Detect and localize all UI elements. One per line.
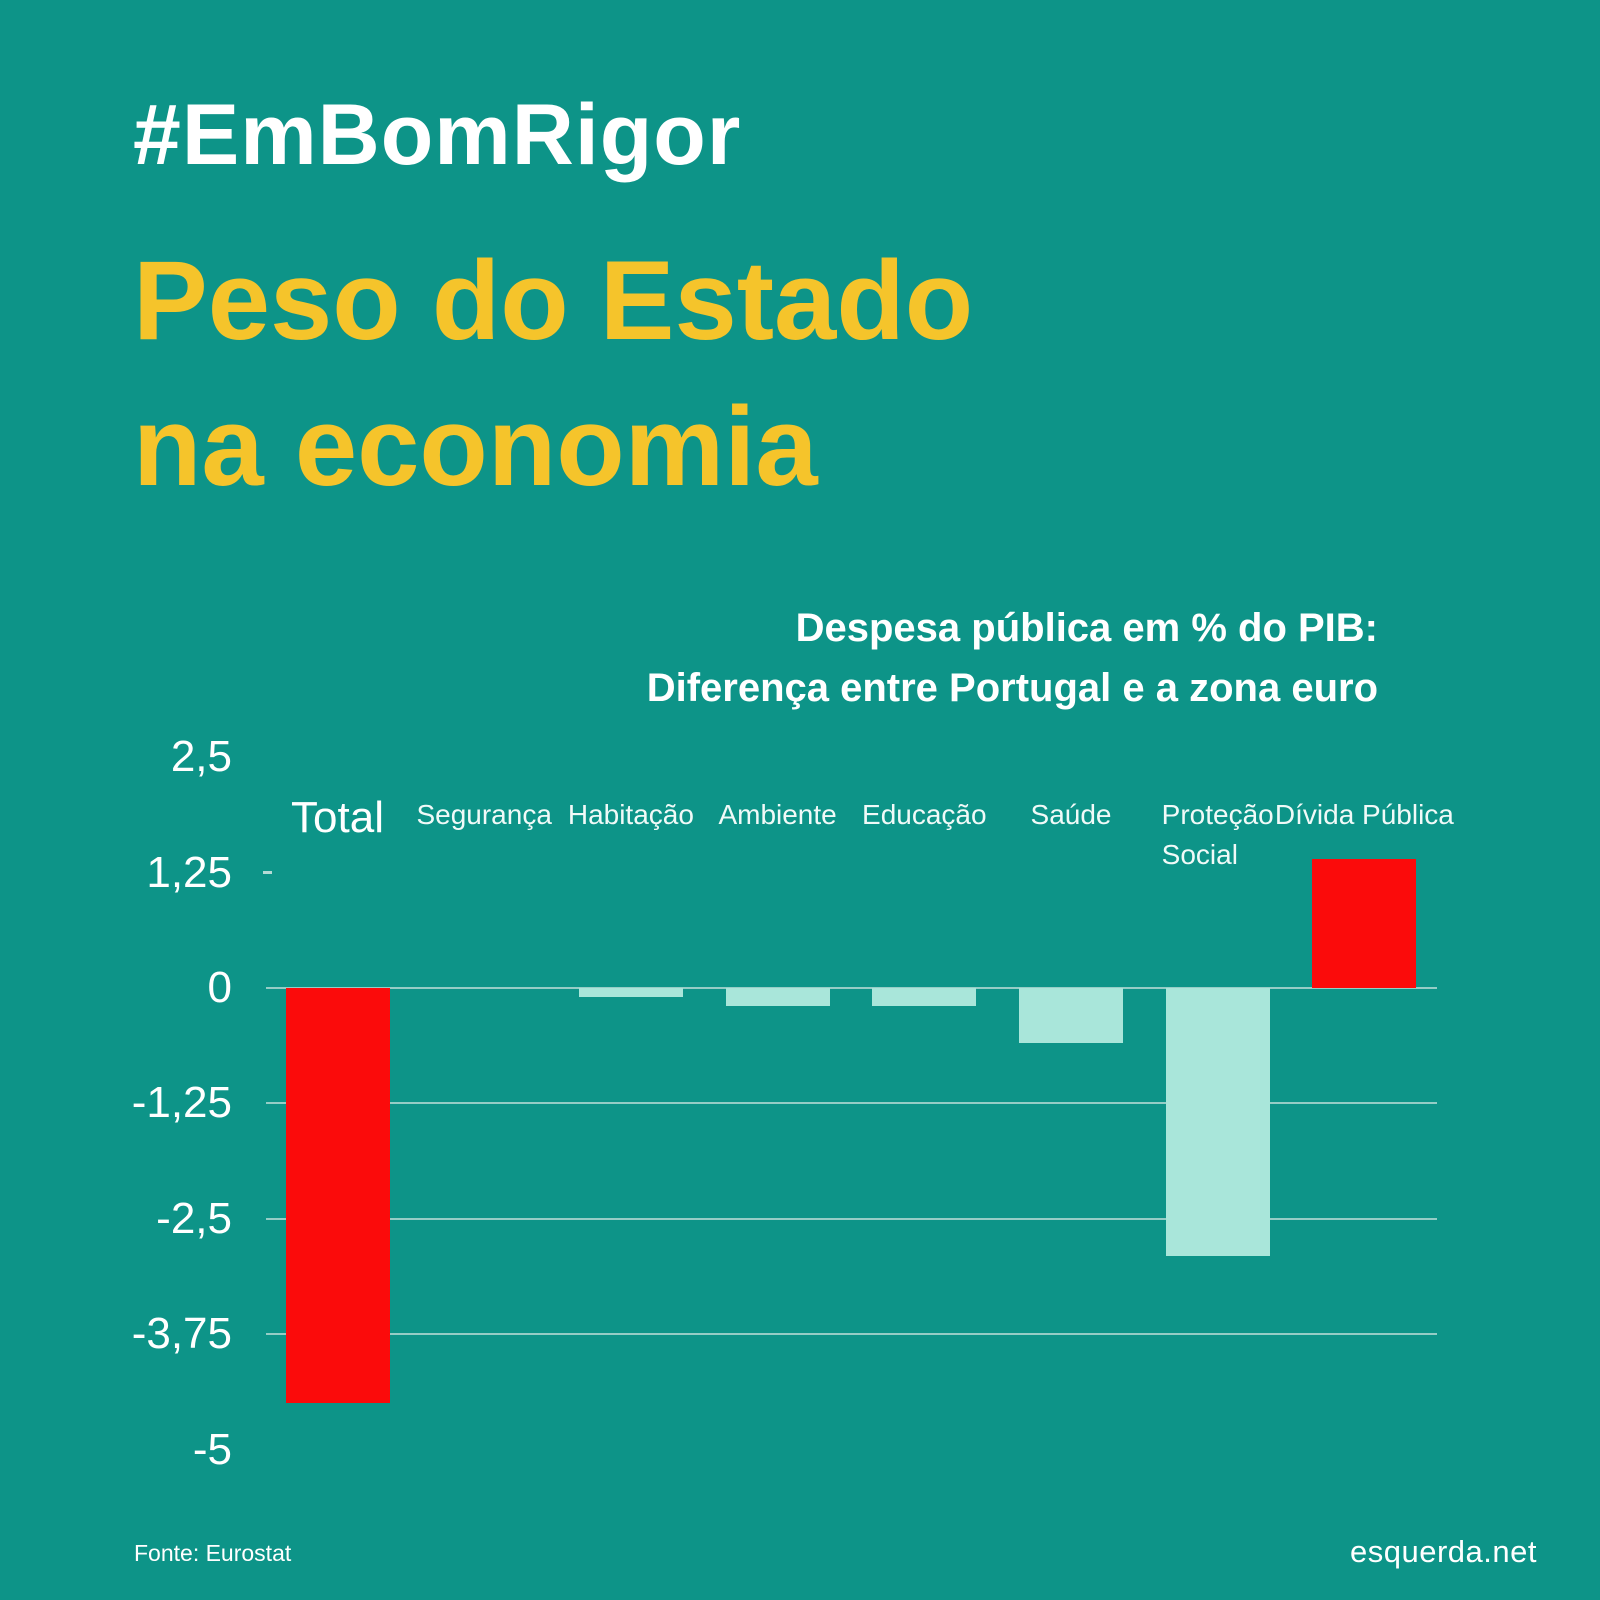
bar-ambiente [725, 988, 830, 1007]
tick-mark-1,25 [263, 871, 272, 875]
category-label-educacao: Educação [862, 799, 987, 830]
category-label-saude: Saúde [1030, 799, 1112, 830]
y-axis-label-0: 0 [207, 963, 232, 1012]
bar-total [285, 988, 390, 1404]
category-label-ambiente: Ambiente [718, 799, 837, 830]
source-note: Fonte: Eurostat [134, 1540, 292, 1566]
y-axis-label--1,25: -1,25 [131, 1078, 232, 1128]
site-logo: esquerda.net [1350, 1534, 1537, 1569]
y-axis-label--5: -5 [192, 1424, 232, 1474]
gridline-0 [266, 987, 1437, 989]
bar-protecao-social [1165, 988, 1270, 1256]
y-axis-label-2,5: 2,5 [170, 732, 232, 782]
y-axis-label-1,25: 1,25 [146, 847, 232, 897]
bar-educacao [872, 988, 977, 1007]
gridline--1,25 [266, 1102, 1437, 1105]
hashtag-title: #EmBomRigor [133, 87, 742, 183]
page-title: Peso do Estado na economia [133, 238, 974, 509]
gridline--3,75 [266, 1333, 1437, 1336]
gridline--2,5 [266, 1217, 1437, 1220]
category-label-protecao-social: Proteção Social [1161, 799, 1274, 870]
y-axis-label--3,75: -3,75 [131, 1309, 232, 1359]
category-label-seguranca: Segurança [416, 799, 552, 830]
chart-title: Despesa pública em % do PIB: Diferença e… [646, 606, 1378, 710]
category-label-habitacao: Habitação [567, 799, 694, 830]
category-label-total: Total [291, 793, 384, 842]
bar-saude [1019, 988, 1123, 1044]
bar-habitacao [578, 988, 683, 998]
category-label-divida-publica: Dívida Pública [1274, 799, 1454, 830]
y-axis-label--2,5: -2,5 [156, 1193, 232, 1243]
bar-divida-publica [1312, 858, 1417, 988]
